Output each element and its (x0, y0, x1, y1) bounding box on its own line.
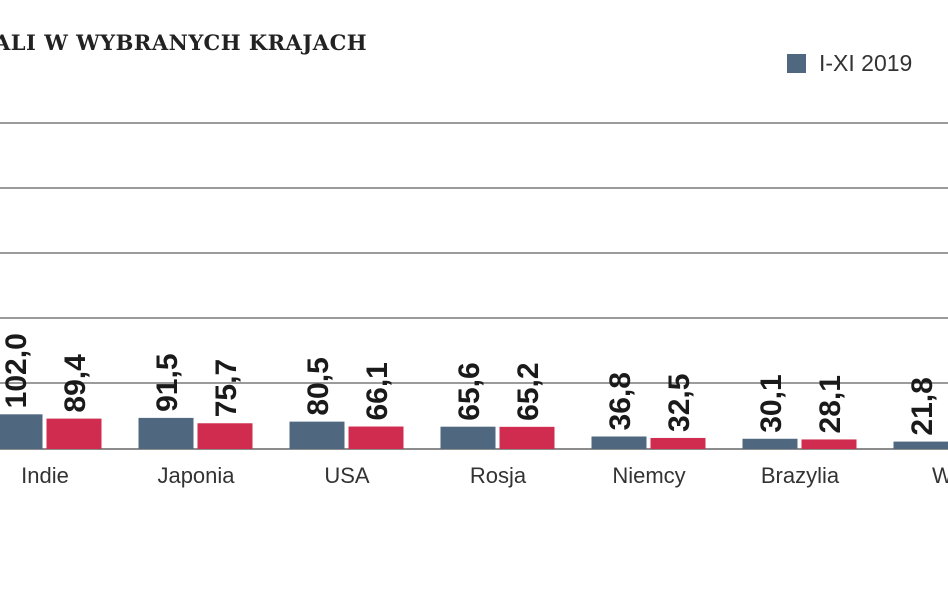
value-label-brazylia-series-2: 28,1 (814, 375, 847, 433)
category-label-usa: USA (324, 463, 370, 488)
value-labels: 102,0 89,4 91,5 75,7 80,5 66,1 65,6 65,2 36,8 32,… (0, 333, 939, 435)
category-label-rosja: Rosja (470, 463, 527, 488)
category-label-japonia: Japonia (157, 463, 235, 488)
bar-wło-series-1 (893, 441, 948, 449)
value-label-niemcy-series-1: 36,8 (604, 372, 637, 430)
value-label-japonia-series-2: 75,7 (210, 359, 243, 417)
bar-usa-series-2 (348, 426, 404, 449)
value-label-niemcy-series-2: 32,5 (663, 374, 696, 432)
value-label-rosja-series-2: 65,2 (512, 362, 545, 420)
legend-label-series-1: I-XI 2019 (819, 50, 913, 76)
value-label-usa-series-1: 80,5 (302, 357, 335, 415)
bar-indie-series-2 (46, 418, 102, 449)
value-label-indie-series-1: 102,0 (0, 333, 33, 408)
category-label-niemcy: Niemcy (612, 463, 685, 488)
bar-japonia-series-2 (197, 423, 253, 449)
bar-rosja-series-2 (499, 426, 555, 449)
value-label-rosja-series-1: 65,6 (453, 362, 486, 420)
bar-niemcy-series-1 (591, 436, 647, 449)
category-label-wło: Wło (932, 463, 948, 488)
bar-niemcy-series-2 (650, 437, 706, 449)
legend-swatch-series-1 (787, 54, 806, 73)
category-labels: Indie Japonia USA Rosja Niemcy Brazylia Wło (21, 463, 948, 488)
bar-japonia-series-1 (138, 417, 194, 449)
category-label-indie: Indie (21, 463, 69, 488)
bar-usa-series-1 (289, 421, 345, 449)
value-label-brazylia-series-1: 30,1 (755, 374, 788, 432)
bar-rosja-series-1 (440, 426, 496, 449)
bars (0, 414, 948, 449)
bar-indie-series-1 (0, 414, 43, 449)
value-label-usa-series-2: 66,1 (361, 362, 394, 420)
bar-brazylia-series-1 (742, 438, 798, 449)
category-label-brazylia: Brazylia (761, 463, 840, 488)
chart-title: ALI W WYBRANYCH KRAJACH (0, 30, 368, 55)
value-label-wło-series-1: 21,8 (906, 377, 939, 435)
bar-brazylia-series-2 (801, 439, 857, 449)
value-label-japonia-series-1: 91,5 (151, 353, 184, 411)
value-label-indie-series-2: 89,4 (59, 354, 92, 413)
legend: I-XI 2019 (787, 50, 912, 77)
